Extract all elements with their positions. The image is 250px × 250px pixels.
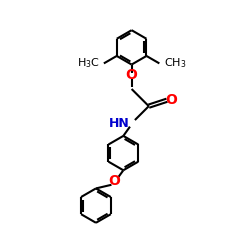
- Text: HN: HN: [109, 117, 130, 130]
- Text: O: O: [126, 68, 138, 82]
- Text: H$_3$C: H$_3$C: [77, 56, 100, 70]
- Text: O: O: [166, 93, 177, 107]
- Text: CH$_3$: CH$_3$: [164, 56, 186, 70]
- Text: O: O: [108, 174, 120, 188]
